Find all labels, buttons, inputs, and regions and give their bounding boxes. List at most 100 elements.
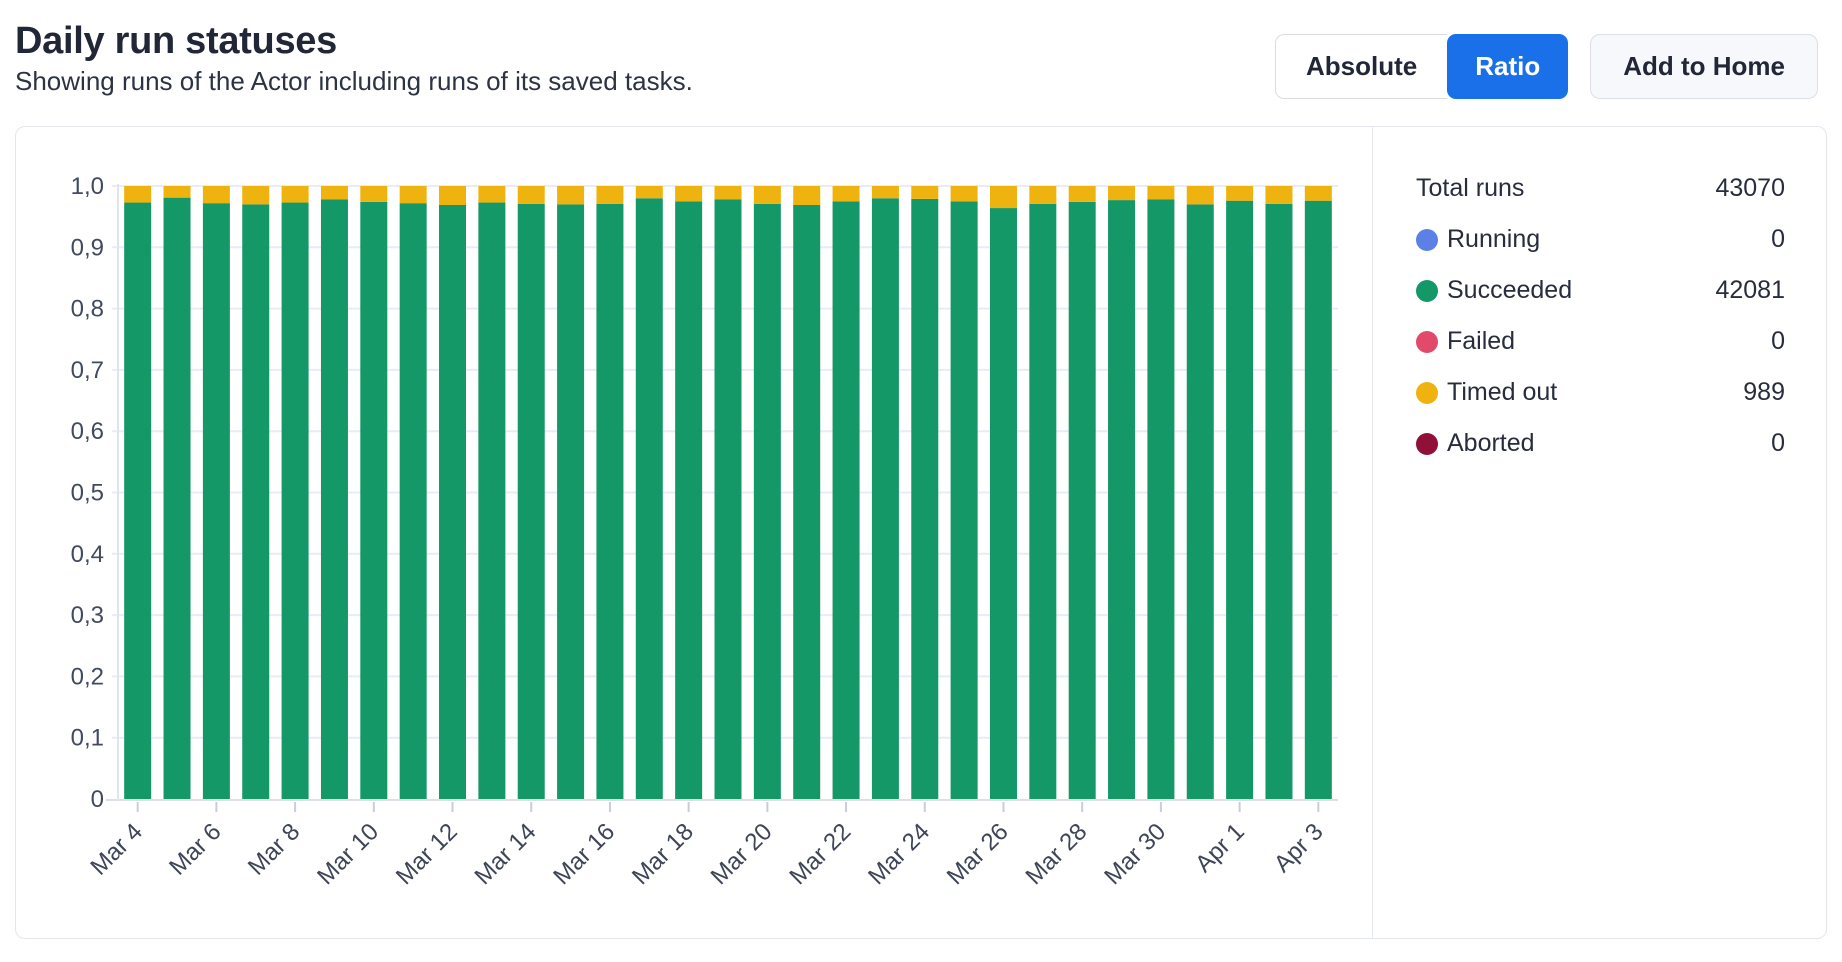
view-toggle: Absolute Ratio — [1275, 34, 1569, 99]
succeeded-status-dot-icon — [1416, 279, 1438, 302]
aborted-label: Aborted — [1447, 429, 1535, 457]
total-runs-label: Total runs — [1416, 174, 1525, 202]
x-axis-tick-label: Mar 30 — [1099, 818, 1171, 890]
bar-succeeded-segment — [714, 199, 742, 800]
y-axis-tick-label: 0,1 — [71, 725, 104, 752]
bar-succeeded-segment — [163, 197, 191, 800]
page-title: Daily run statuses — [15, 20, 337, 62]
legend-item-timed-out: Timed out 989 — [1416, 367, 1785, 418]
bar-succeeded-segment — [753, 203, 781, 800]
bar-timed-out-segment — [360, 186, 388, 202]
y-axis-tick-label: 1,0 — [71, 173, 104, 200]
y-axis-tick-label: 0,2 — [71, 663, 104, 690]
x-axis-tick-label: Apr 3 — [1269, 818, 1329, 878]
x-axis-tick-label: Mar 26 — [942, 818, 1014, 890]
bar-succeeded-segment — [989, 208, 1017, 799]
bar-timed-out-segment — [202, 186, 230, 204]
timed-out-value: 989 — [1743, 378, 1785, 406]
add-to-home-button[interactable]: Add to Home — [1590, 34, 1818, 99]
running-value: 0 — [1771, 225, 1785, 253]
bar-timed-out-segment — [989, 186, 1017, 209]
bar-succeeded-segment — [911, 198, 939, 800]
bar-timed-out-segment — [478, 186, 506, 203]
bar-succeeded-segment — [596, 203, 624, 800]
y-axis-tick-label: 0,7 — [71, 357, 104, 384]
bar-succeeded-segment — [281, 202, 309, 799]
bar-succeeded-segment — [1265, 203, 1293, 800]
bar-succeeded-segment — [124, 202, 152, 799]
bar-timed-out-segment — [753, 186, 781, 204]
legend-divider — [1372, 127, 1373, 938]
y-axis-tick-label: 0,4 — [71, 541, 104, 568]
y-axis-tick-label: 0 — [91, 786, 104, 813]
bar-timed-out-segment — [1029, 186, 1057, 204]
page-subtitle: Showing runs of the Actor including runs… — [15, 66, 693, 96]
y-axis-tick-label: 0,5 — [71, 480, 104, 507]
bar-timed-out-segment — [1068, 186, 1096, 202]
daily-run-statuses-chart: 0 0,1 0,2 0,3 0,4 0,5 0,6 0,7 0,8 0,9 1,0 Mar 4 Mar … — [71, 173, 1338, 890]
absolute-button[interactable]: Absolute — [1275, 34, 1448, 99]
y-axis-tick-label: 0,9 — [71, 234, 104, 261]
bar-succeeded-segment — [675, 201, 703, 799]
bar-succeeded-segment — [399, 203, 427, 799]
x-axis-tick-label: Apr 1 — [1190, 818, 1250, 878]
timed-out-label: Timed out — [1447, 378, 1558, 406]
aborted-value: 0 — [1771, 429, 1785, 457]
bar-timed-out-segment — [793, 186, 821, 206]
bar-succeeded-segment — [517, 203, 545, 800]
x-axis-tick-label: Mar 6 — [164, 818, 226, 880]
bar-timed-out-segment — [517, 186, 545, 204]
bar-timed-out-segment — [242, 186, 270, 205]
bar-timed-out-segment — [911, 186, 939, 199]
bar-succeeded-segment — [360, 201, 388, 800]
legend-item-running: Running 0 — [1416, 214, 1785, 265]
timed-out-status-dot-icon — [1416, 381, 1438, 404]
bar-timed-out-segment — [399, 186, 427, 204]
bar-succeeded-segment — [242, 204, 270, 799]
y-axis-tick-label: 0,6 — [71, 418, 104, 445]
x-axis-tick-label: Mar 18 — [627, 818, 699, 890]
y-axis-tick-label: 0,8 — [71, 296, 104, 323]
bar-timed-out-segment — [320, 186, 348, 200]
bar-succeeded-segment — [1108, 200, 1136, 799]
bar-timed-out-segment — [1265, 186, 1293, 204]
succeeded-value: 42081 — [1715, 276, 1785, 304]
aborted-status-dot-icon — [1416, 432, 1438, 455]
x-axis-tick-label: Mar 12 — [391, 818, 463, 890]
bar-succeeded-segment — [439, 205, 467, 799]
legend-item-failed: Failed 0 — [1416, 316, 1785, 367]
bar-timed-out-segment — [1304, 186, 1332, 201]
bar-succeeded-segment — [320, 199, 348, 800]
bar-succeeded-segment — [202, 203, 230, 799]
bar-succeeded-segment — [1304, 200, 1332, 799]
header-controls: Absolute Ratio Add to Home — [1275, 34, 1818, 99]
x-axis-tick-label: Mar 20 — [706, 818, 778, 890]
bar-succeeded-segment — [1186, 204, 1214, 799]
failed-value: 0 — [1771, 327, 1785, 355]
bar-succeeded-segment — [1029, 203, 1057, 800]
bar-timed-out-segment — [635, 186, 663, 199]
ratio-button[interactable]: Ratio — [1447, 34, 1569, 99]
legend-panel: Total runs 43070 Running 0 Succeeded 420… — [1373, 127, 1826, 938]
failed-status-dot-icon — [1416, 330, 1438, 353]
bar-succeeded-segment — [478, 202, 506, 799]
total-runs-value: 43070 — [1715, 174, 1785, 202]
bar-succeeded-segment — [832, 201, 860, 799]
succeeded-label: Succeeded — [1447, 276, 1573, 304]
bar-timed-out-segment — [832, 186, 860, 202]
x-axis-tick-label: Mar 16 — [548, 818, 620, 890]
bar-succeeded-segment — [793, 205, 821, 799]
bar-timed-out-segment — [714, 186, 742, 200]
bar-timed-out-segment — [871, 186, 899, 199]
bar-timed-out-segment — [1108, 186, 1136, 201]
x-axis-tick-label: Mar 10 — [312, 818, 384, 890]
x-axis-tick-label: Mar 8 — [243, 818, 305, 880]
x-axis-tick-label: Mar 28 — [1021, 818, 1093, 890]
bar-timed-out-segment — [596, 186, 624, 204]
bar-timed-out-segment — [1226, 186, 1254, 201]
failed-label: Failed — [1447, 327, 1516, 355]
legend-item-succeeded: Succeeded 42081 — [1416, 265, 1785, 316]
x-axis-tick-label: Mar 22 — [784, 818, 856, 890]
bar-timed-out-segment — [1147, 186, 1175, 200]
total-runs-row: Total runs 43070 — [1416, 163, 1785, 214]
